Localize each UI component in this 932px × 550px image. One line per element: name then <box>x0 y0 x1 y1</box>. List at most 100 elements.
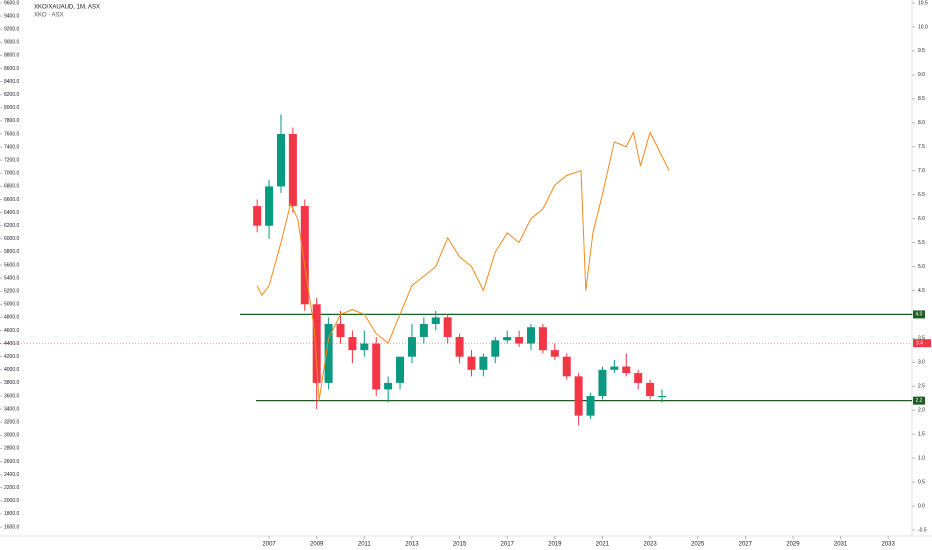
y-tick-label: 3000.0 <box>4 433 20 439</box>
y2-tick-label: 8.5 <box>918 96 925 102</box>
y-tick-label: 7800.0 <box>4 118 20 124</box>
y-tick-label: 3600.0 <box>4 393 20 399</box>
y-tick-label: 4200.0 <box>4 354 20 360</box>
y-tick-label: 7600.0 <box>4 131 20 137</box>
y-tick-label: 6600.0 <box>4 197 20 203</box>
candle-body <box>527 327 536 344</box>
y-tick-label: 6200.0 <box>4 223 20 229</box>
y2-tick-label: 10.5 <box>918 0 928 6</box>
y-tick-label: 4000.0 <box>4 367 20 373</box>
y-tick-label: 8200.0 <box>4 92 20 98</box>
candle-body <box>622 366 631 374</box>
candle-body <box>419 323 428 338</box>
candle-body <box>253 206 262 226</box>
y2-tick-label: 2.0 <box>918 408 925 414</box>
candle-body <box>276 134 285 187</box>
candle-body <box>562 356 571 377</box>
y-tick-label: 2400.0 <box>4 472 20 478</box>
x-tick-label: 2029 <box>786 542 800 548</box>
y2-tick-label: 7.5 <box>918 144 925 150</box>
x-tick-label: 2015 <box>453 542 467 548</box>
candle-body <box>288 134 297 207</box>
y-tick-label: 1800.0 <box>4 511 20 517</box>
y2-tick-label: 7.0 <box>918 168 925 174</box>
level-tag <box>913 396 925 405</box>
level-tag-label: 4.0 <box>916 312 923 318</box>
y-tick-label: 5400.0 <box>4 275 20 281</box>
y-tick-label: 8600.0 <box>4 66 20 72</box>
candle-body <box>443 317 452 338</box>
x-tick-label: 2033 <box>882 542 896 548</box>
y-tick-label: 3200.0 <box>4 420 20 426</box>
last-price-tag <box>913 339 931 348</box>
y-tick-label: 2000.0 <box>4 498 20 504</box>
candle-body <box>538 327 547 351</box>
x-tick-label: 2011 <box>358 542 372 548</box>
line-series <box>256 130 670 401</box>
y-tick-label: 4400.0 <box>4 341 20 347</box>
level-tag <box>913 310 925 319</box>
candle-body <box>407 337 416 357</box>
y2-tick-label: 4.5 <box>918 288 925 294</box>
y-tick-label: 8000.0 <box>4 105 20 111</box>
candle-body <box>396 356 405 383</box>
candle-body <box>598 369 607 396</box>
y2-tick-label: 2.5 <box>918 384 925 390</box>
x-tick-label: 2017 <box>501 542 515 548</box>
y2-tick-label: -0.5 <box>918 527 927 533</box>
y2-tick-label: 0.5 <box>918 479 925 485</box>
y-tick-label: 7200.0 <box>4 158 20 164</box>
candle-body <box>348 337 357 351</box>
candle-body <box>503 337 512 341</box>
y-tick-label: 3400.0 <box>4 406 20 412</box>
candle-body <box>586 396 595 416</box>
candle-body <box>312 304 321 383</box>
y-tick-label: 4600.0 <box>4 328 20 334</box>
candle-body <box>431 317 440 324</box>
x-tick-label: 2027 <box>739 542 753 548</box>
candle-body <box>455 337 464 357</box>
candle-body <box>372 343 381 390</box>
x-tick-label: 2021 <box>596 542 610 548</box>
x-tick-label: 2013 <box>405 542 419 548</box>
x-tick-label: 2023 <box>643 542 657 548</box>
candle-body <box>265 186 274 226</box>
y-tick-label: 5600.0 <box>4 262 20 268</box>
chart-title: XKO/XAUAUD, 1M, ASX <box>34 5 100 11</box>
y-tick-label: 8800.0 <box>4 53 20 59</box>
x-tick-label: 2009 <box>310 542 324 548</box>
y2-tick-label: 10.0 <box>918 24 928 30</box>
candle-body <box>479 356 488 370</box>
y2-tick-label: 6.0 <box>918 216 925 222</box>
x-tick-label: 2019 <box>548 542 562 548</box>
y-tick-label: 5200.0 <box>4 289 20 295</box>
y-tick-label: 2200.0 <box>4 485 20 491</box>
y2-tick-label: 5.5 <box>918 240 925 246</box>
candle-body <box>467 356 476 370</box>
candle-body <box>657 396 666 397</box>
y-tick-label: 7000.0 <box>4 171 20 177</box>
candle-body <box>610 366 619 370</box>
y2-tick-label: 8.0 <box>918 120 925 126</box>
y-tick-label: 9200.0 <box>4 27 20 33</box>
y-tick-label: 9600.0 <box>4 0 20 6</box>
y-tick-label: 2600.0 <box>4 459 20 465</box>
x-tick-label: 2031 <box>834 542 848 548</box>
candle-body <box>550 350 559 357</box>
y-tick-label: 5000.0 <box>4 302 20 308</box>
candle-body <box>384 382 393 390</box>
y2-tick-label: 0.0 <box>918 503 925 509</box>
y-tick-label: 9400.0 <box>4 13 20 19</box>
chart-subtitle: XKO · ASX <box>34 13 64 19</box>
y-tick-label: 6400.0 <box>4 210 20 216</box>
candle-body <box>360 343 369 351</box>
y-tick-label: 1600.0 <box>4 524 20 530</box>
candle-body <box>646 382 655 396</box>
y-tick-label: 6000.0 <box>4 236 20 242</box>
level-tag-label: 2.2 <box>916 398 923 404</box>
y2-tick-label: 9.5 <box>918 48 925 54</box>
y2-tick-label: 6.5 <box>918 192 925 198</box>
candle-body <box>491 340 500 357</box>
x-tick-label: 2025 <box>691 542 705 548</box>
